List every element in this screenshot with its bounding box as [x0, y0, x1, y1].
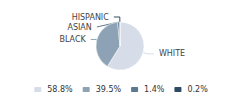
- svg-text:1.4%: 1.4%: [144, 85, 165, 94]
- svg-text:HISPANIC: HISPANIC: [72, 13, 110, 22]
- svg-text:58.8%: 58.8%: [47, 85, 73, 94]
- svg-text:WHITE: WHITE: [159, 49, 185, 58]
- svg-text:ASIAN: ASIAN: [67, 23, 91, 32]
- svg-text:0.2%: 0.2%: [187, 85, 208, 94]
- svg-text:39.5%: 39.5%: [96, 85, 122, 94]
- svg-text:BLACK: BLACK: [59, 35, 86, 44]
